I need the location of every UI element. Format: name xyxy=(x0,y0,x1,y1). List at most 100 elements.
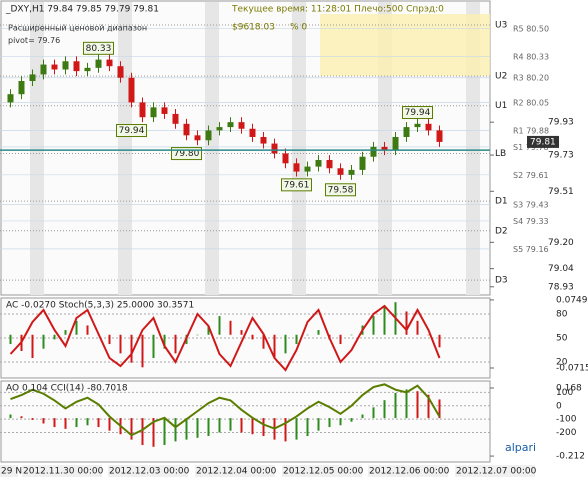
info-text: Текущее время: 11:28:01 Плечо:500 Спрэд:… xyxy=(231,5,444,15)
annotation-label: 79.61 xyxy=(284,180,310,190)
candle-body xyxy=(315,160,322,167)
pivot-name: S2 xyxy=(513,170,523,179)
time-label: 2012.12.05 00:00 xyxy=(283,467,364,477)
annotation-label: 80.33 xyxy=(86,44,112,54)
histogram-bar xyxy=(339,334,342,345)
y-tick-label: -0.212 xyxy=(556,452,585,462)
candle-body xyxy=(392,136,399,151)
histogram-bar xyxy=(174,418,177,442)
histogram-bar xyxy=(119,334,122,354)
histogram-bar xyxy=(416,391,419,419)
y2-tick-label: 20 xyxy=(556,358,568,368)
histogram-bar xyxy=(295,418,298,440)
y-tick-label: 0.168 xyxy=(556,383,582,393)
histogram-bar xyxy=(152,334,155,358)
candle-body xyxy=(62,61,69,70)
balance: $9618.03 xyxy=(232,23,275,33)
pivot-label: R1 79.88 xyxy=(513,126,549,135)
histogram-bar xyxy=(405,311,408,335)
y2-tick-label: 50 xyxy=(556,334,568,344)
histogram-bar xyxy=(240,418,243,433)
time-label-bg xyxy=(368,465,448,477)
histogram-bar xyxy=(207,418,210,437)
band-label: U3 xyxy=(495,21,507,31)
candle-body xyxy=(304,166,311,172)
y2-tick-label: -200 xyxy=(556,428,577,438)
histogram-bar xyxy=(20,416,23,419)
candle-body xyxy=(106,59,113,67)
pivot-value: 80.50 xyxy=(526,24,549,33)
pivot-label: S2 79.61 xyxy=(513,170,549,179)
time-label-bg xyxy=(22,465,102,477)
histogram-bar xyxy=(86,325,89,335)
candle-body xyxy=(205,130,212,141)
price-annotation xyxy=(116,124,147,138)
histogram-bar xyxy=(229,320,232,335)
band-label: D1 xyxy=(495,197,508,207)
histogram-bar xyxy=(75,320,78,335)
time-label: 29 N xyxy=(1,467,22,477)
band-label: D2 xyxy=(495,226,508,236)
candle-body xyxy=(51,64,58,70)
band-label: U2 xyxy=(495,72,507,82)
candle-body xyxy=(29,74,36,82)
candle-body xyxy=(293,163,300,172)
time-label-bg xyxy=(282,465,362,477)
histogram-bar xyxy=(64,418,67,429)
pivot-name: R3 xyxy=(513,73,524,82)
pivot-label: S5 79.16 xyxy=(513,244,549,253)
histogram-bar xyxy=(42,418,45,424)
pivot-value: 80.33 xyxy=(526,52,549,61)
percent: % 0 xyxy=(290,23,307,33)
histogram-bar xyxy=(9,334,12,345)
candle-body xyxy=(260,136,267,144)
histogram-bar xyxy=(229,418,232,431)
histogram-bar xyxy=(405,389,408,419)
pivot-label: R4 80.33 xyxy=(513,52,549,61)
time-label-bg xyxy=(195,465,275,477)
histogram-bar xyxy=(196,418,199,438)
histogram-bar xyxy=(108,334,111,345)
y-tick-label: 79.20 xyxy=(548,238,574,248)
histogram-bar xyxy=(339,418,342,426)
histogram-bar xyxy=(438,334,441,348)
candle-body xyxy=(7,94,14,103)
pivot-label: R5 80.50 xyxy=(513,24,549,33)
histogram-bar xyxy=(31,418,34,420)
histogram-bar xyxy=(152,418,155,447)
plot-layer: 79.93 79.73 79.51 79.20 79.04 78.93 U3 U2 U1 LB D1… xyxy=(0,21,588,477)
histogram-bar xyxy=(262,334,265,349)
candle-body xyxy=(84,67,91,72)
candle-body xyxy=(128,77,135,103)
histogram-bar xyxy=(130,418,133,440)
time-label-bg xyxy=(108,465,188,477)
pivot-name: S1 xyxy=(513,142,523,151)
histogram-bar xyxy=(317,418,320,431)
histogram-bar xyxy=(64,330,67,335)
histogram-bar xyxy=(218,316,221,335)
range-title: Расширенный ценовой диапазон xyxy=(8,24,147,33)
candle-body xyxy=(227,122,234,128)
candle-body xyxy=(359,156,366,170)
candle-body xyxy=(348,169,355,175)
candle-body xyxy=(73,61,80,72)
pivot-value: 79.88 xyxy=(526,126,549,135)
histogram-bar xyxy=(141,418,144,445)
histogram-bar xyxy=(185,418,188,440)
price-annotation xyxy=(402,106,433,120)
pivot-text: pivot= 79.76 xyxy=(8,36,60,45)
symbol-title: _DXY,H1 79.84 79.85 79.79 79.81 xyxy=(5,5,159,15)
histogram-bar xyxy=(75,418,78,428)
candle-body xyxy=(282,153,289,164)
band-label: LB xyxy=(495,149,506,159)
y-tick-label: 79.04 xyxy=(548,264,574,274)
histogram-bar xyxy=(174,334,177,354)
histogram-bar xyxy=(163,334,166,349)
histogram-bar xyxy=(306,418,309,437)
pivot-label: R3 80.20 xyxy=(513,73,549,82)
y-tick-label: 78.93 xyxy=(548,282,574,292)
pivot-value: 79.76 xyxy=(37,36,60,45)
histogram-bar xyxy=(251,418,254,435)
histogram-bar xyxy=(427,394,430,419)
candle-body xyxy=(403,127,410,137)
